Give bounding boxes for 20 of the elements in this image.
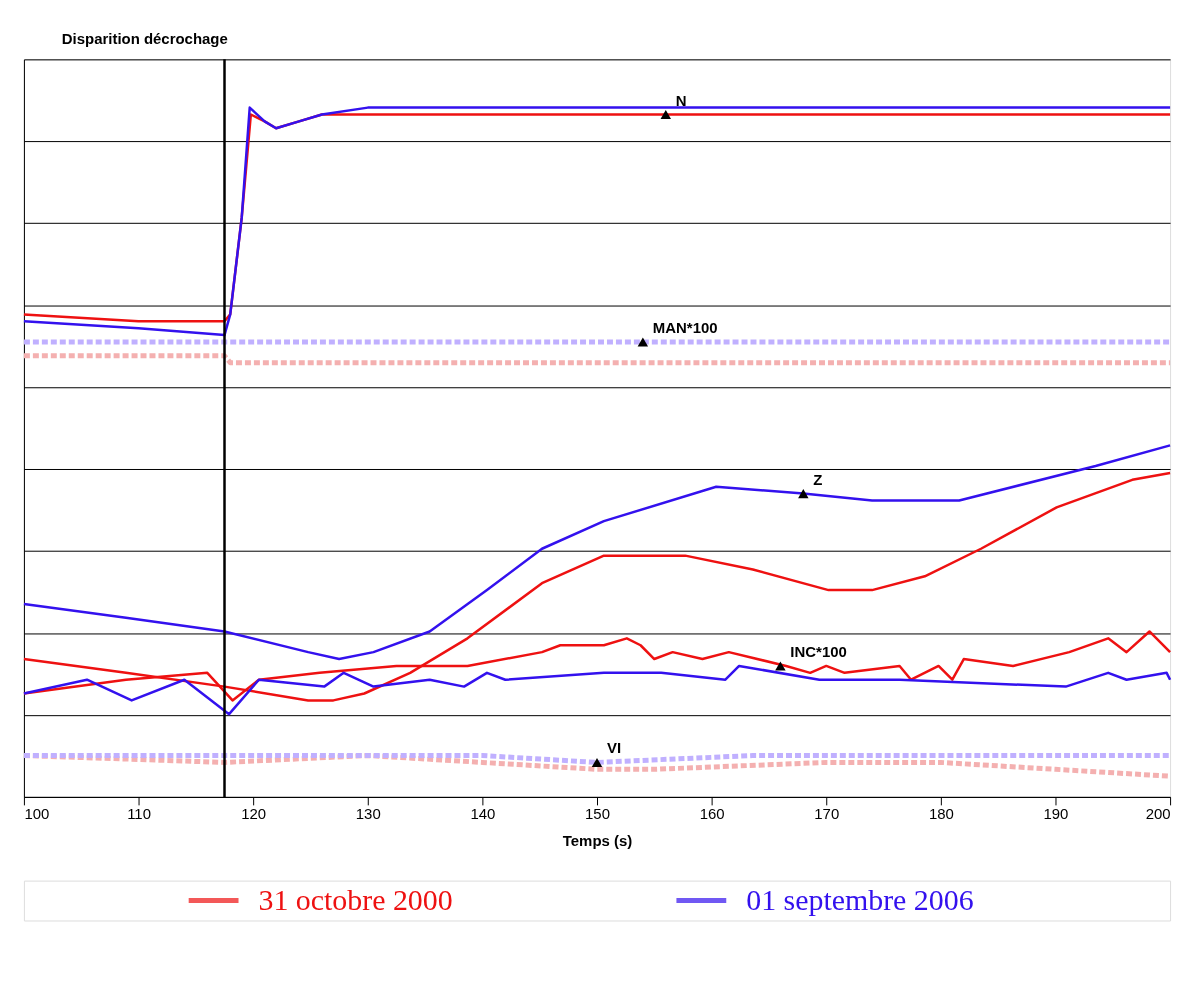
legend-label: 31 octobre 2000 [258,882,453,916]
x-tick-label: 190 [1043,805,1069,823]
annotation: Z [813,470,823,488]
x-tick-label: 200 [1145,805,1171,823]
x-tick-label: 100 [24,805,50,823]
x-axis-title: Temps (s) [562,832,633,850]
x-tick-label: 130 [355,805,381,823]
legend-label: 01 septembre 2006 [746,882,974,916]
x-tick-label: 140 [470,805,496,823]
x-tick-label: 150 [585,805,610,823]
ref-line-label: Disparition décrochage [61,30,228,48]
x-tick-label: 110 [127,805,151,823]
annotation: INC*100 [790,642,847,660]
annotation: N [675,91,687,109]
x-tick-label: 120 [241,805,267,823]
annotation: VI [606,739,622,757]
x-tick-label: 180 [928,805,954,823]
x-tick-label: 170 [814,805,840,823]
annotation: MAN*100 [652,319,718,336]
x-tick-label: 160 [699,805,725,823]
